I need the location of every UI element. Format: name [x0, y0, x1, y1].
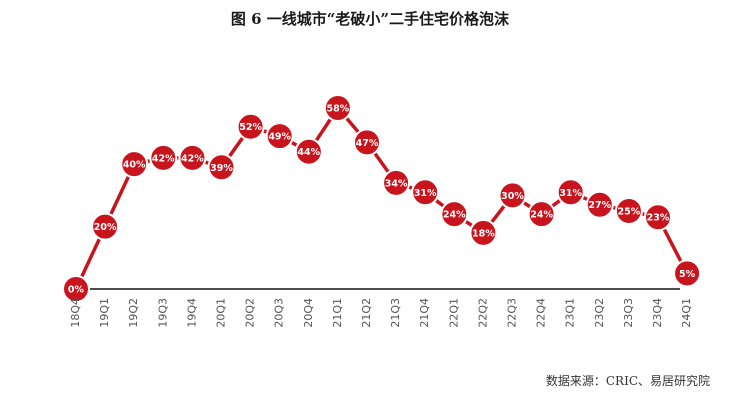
- data-point-marker: [323, 94, 352, 122]
- data-label: 34%: [385, 178, 408, 189]
- x-tick-label: 22Q2: [476, 298, 489, 328]
- data-point-marker: [527, 200, 556, 229]
- data-point-marker: [294, 137, 323, 166]
- data-label: 18%: [472, 228, 495, 239]
- data-label: 31%: [559, 188, 582, 199]
- x-tick-label: 21Q2: [360, 298, 373, 328]
- data-label: 49%: [268, 132, 291, 143]
- data-point-marker: [673, 259, 702, 288]
- x-tick-label: 19Q4: [185, 298, 198, 328]
- x-tick-label: 23Q1: [564, 298, 577, 328]
- data-label: 20%: [94, 222, 117, 233]
- data-point-marker: [207, 153, 236, 182]
- data-point-marker: [178, 143, 207, 172]
- data-label: 42%: [181, 153, 204, 164]
- data-source-note: 数据来源：CRIC、易居研究院: [545, 374, 710, 388]
- x-tick-label: 21Q3: [389, 298, 402, 328]
- data-label: 40%: [123, 160, 146, 171]
- x-tick-label: 23Q4: [651, 298, 664, 328]
- data-point-marker: [382, 168, 411, 197]
- data-label: 47%: [356, 138, 379, 149]
- data-point-marker: [440, 200, 469, 229]
- data-point-marker: [353, 128, 381, 157]
- x-tick-label: 21Q1: [331, 298, 344, 328]
- data-point-marker: [236, 112, 265, 141]
- data-point-marker: [556, 178, 585, 207]
- x-tick-label: 19Q3: [156, 298, 169, 328]
- data-label: 31%: [414, 188, 437, 199]
- data-label: 44%: [297, 147, 320, 158]
- data-point-marker: [91, 212, 120, 241]
- data-point-marker: [644, 203, 672, 232]
- data-point-marker: [614, 196, 643, 225]
- x-tick-label: 20Q1: [215, 298, 228, 328]
- data-label: 58%: [327, 104, 350, 115]
- x-tick-label: 20Q3: [273, 298, 286, 328]
- series-line: [74, 106, 689, 290]
- x-tick-label: 21Q4: [418, 298, 431, 328]
- x-tick-label: 19Q1: [98, 298, 111, 328]
- data-label: 30%: [501, 191, 524, 202]
- x-tick-label: 24Q1: [680, 298, 693, 328]
- data-label: 24%: [530, 210, 553, 221]
- data-label: 42%: [152, 153, 175, 164]
- data-point-marker: [120, 150, 149, 179]
- data-point-marker: [411, 178, 440, 207]
- data-label: 27%: [588, 200, 611, 211]
- x-tick-label: 18Q4: [69, 298, 82, 328]
- data-label: 5%: [679, 269, 696, 280]
- x-tick-label: 23Q3: [622, 298, 635, 328]
- data-point-marker: [62, 275, 90, 303]
- data-label: 52%: [239, 122, 262, 133]
- data-label: 24%: [443, 210, 466, 221]
- x-tick-label: 22Q4: [535, 298, 548, 328]
- data-label: 23%: [647, 213, 670, 224]
- data-point-marker: [149, 143, 178, 172]
- x-tick-label: 20Q4: [302, 298, 315, 328]
- x-tick-label: 20Q2: [244, 298, 257, 328]
- data-label: 25%: [618, 206, 641, 217]
- data-label: 39%: [210, 163, 233, 174]
- data-label: 0%: [68, 285, 85, 296]
- chart-title: 图 6 一线城市“老破小”二手住宅价格泡沫: [230, 10, 510, 28]
- data-point-marker: [498, 181, 527, 210]
- x-tick-label: 22Q1: [447, 298, 460, 328]
- data-point-marker: [585, 190, 614, 219]
- x-tick-label: 22Q3: [506, 298, 519, 328]
- data-point-marker: [265, 122, 294, 151]
- x-tick-label: 19Q2: [127, 298, 140, 328]
- data-point-marker: [469, 218, 498, 247]
- x-tick-label: 23Q2: [593, 298, 606, 328]
